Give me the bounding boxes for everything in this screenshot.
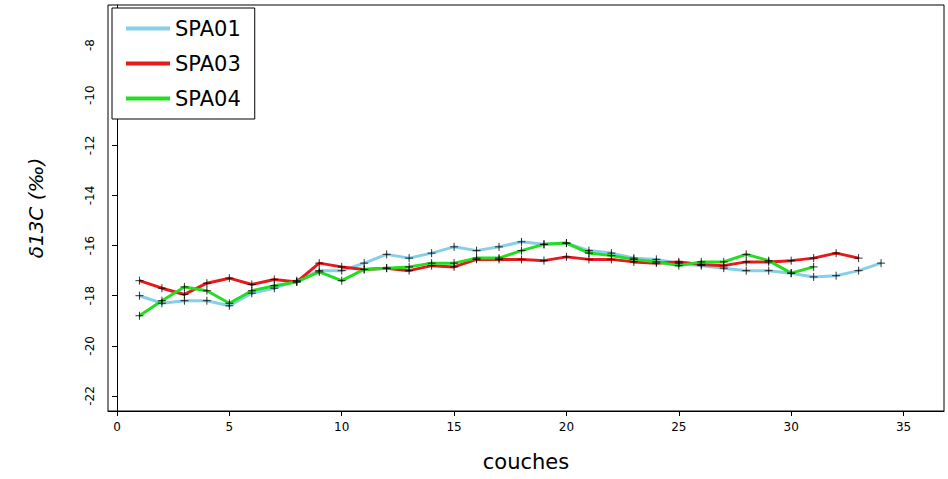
svg-text:10: 10 (334, 420, 349, 434)
svg-text:-20: -20 (83, 336, 97, 356)
svg-text:30: 30 (784, 420, 799, 434)
svg-text:δ13C (‰): δ13C (‰) (24, 158, 48, 259)
svg-text:-14: -14 (83, 186, 97, 206)
svg-text:35: 35 (896, 420, 911, 434)
svg-text:-18: -18 (83, 286, 97, 306)
svg-text:20: 20 (559, 420, 574, 434)
svg-text:couches: couches (483, 450, 569, 474)
svg-text:15: 15 (446, 420, 461, 434)
svg-text:-22: -22 (83, 386, 97, 406)
svg-text:-12: -12 (83, 136, 97, 156)
svg-text:0: 0 (113, 420, 121, 434)
svg-text:-8: -8 (83, 39, 97, 51)
svg-text:SPA01: SPA01 (175, 17, 241, 41)
svg-text:25: 25 (671, 420, 686, 434)
svg-text:-16: -16 (83, 236, 97, 256)
svg-text:SPA03: SPA03 (175, 52, 241, 76)
svg-text:-10: -10 (83, 85, 97, 105)
svg-text:5: 5 (226, 420, 234, 434)
svg-text:SPA04: SPA04 (175, 87, 241, 111)
